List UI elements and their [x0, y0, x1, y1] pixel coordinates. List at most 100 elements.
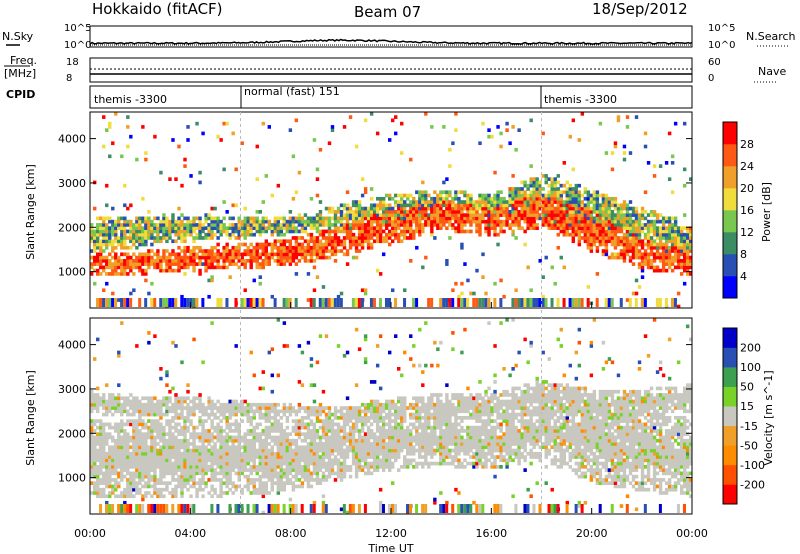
echo-cell — [261, 474, 265, 479]
echo-cell — [123, 435, 127, 440]
echo-cell — [138, 461, 142, 466]
echo-cell — [685, 255, 690, 260]
echo-cell — [631, 232, 636, 237]
echo-cell — [168, 268, 172, 273]
echo-cell — [655, 252, 660, 257]
echo-cell — [622, 259, 627, 263]
echo-cell — [502, 213, 506, 217]
echo-cell — [345, 190, 350, 195]
echo-cell — [186, 138, 190, 142]
echo-cell — [180, 412, 184, 417]
echo-cell — [400, 229, 404, 234]
echo-cell — [439, 200, 443, 204]
echo-cell — [324, 422, 329, 427]
echo-cell — [276, 442, 281, 446]
echo-cell — [261, 481, 265, 485]
echo-cell — [198, 219, 202, 224]
echo-cell — [216, 422, 220, 427]
echo-cell — [387, 138, 392, 142]
echo-cell — [117, 298, 121, 302]
echo-cell — [270, 422, 275, 427]
echo-cell — [658, 259, 663, 263]
echo-cell — [345, 232, 350, 237]
echo-cell — [258, 223, 262, 227]
echo-cell — [306, 458, 311, 463]
echo-cell — [409, 210, 413, 214]
echo-cell — [129, 422, 133, 427]
echo-cell — [141, 236, 145, 240]
echo-cell — [192, 216, 196, 221]
echo-cell — [237, 458, 241, 463]
echo-cell — [159, 455, 163, 459]
echo-cell — [141, 465, 145, 469]
echo-cell — [111, 402, 115, 407]
echo-cell — [300, 438, 305, 443]
echo-cell — [279, 255, 284, 260]
echo-cell — [147, 448, 151, 453]
echo-cell — [339, 471, 344, 476]
echo-cell — [297, 422, 302, 427]
echo-cell — [351, 226, 356, 230]
echo-cell — [643, 298, 647, 307]
echo-cell — [213, 255, 217, 260]
echo-cell — [150, 494, 154, 499]
echo-cell — [577, 206, 582, 211]
echo-cell — [631, 206, 636, 211]
echo-cell — [105, 281, 109, 286]
echo-cell — [96, 252, 100, 257]
echo-cell — [138, 402, 142, 407]
echo-cell — [111, 272, 115, 276]
echo-cell — [418, 203, 422, 208]
echo-cell — [228, 438, 232, 443]
echo-cell — [189, 432, 193, 436]
freq-tick-top: 18 — [66, 57, 79, 68]
echo-cell — [436, 203, 440, 208]
echo-cell — [436, 206, 440, 211]
echo-cell — [562, 200, 566, 204]
echo-cell — [249, 442, 253, 446]
echo-cell — [90, 448, 94, 453]
echo-cell — [520, 190, 524, 195]
echo-cell — [604, 206, 609, 211]
echo-cell — [135, 239, 139, 244]
echo-cell — [327, 474, 332, 479]
echo-cell — [261, 298, 265, 307]
echo-cell — [661, 249, 666, 253]
echo-cell — [592, 190, 597, 195]
echo-cell — [291, 455, 296, 459]
echo-cell — [342, 236, 347, 240]
echo-cell — [159, 461, 163, 466]
echo-cell — [580, 236, 585, 240]
echo-cell — [147, 331, 151, 335]
echo-cell — [225, 484, 229, 489]
echo-cell — [291, 236, 296, 240]
echo-cell — [511, 200, 515, 204]
echo-cell — [673, 229, 678, 234]
echo-cell — [460, 216, 464, 221]
echo-cell — [129, 245, 133, 250]
echo-cell — [225, 435, 229, 440]
echo-cell — [282, 435, 287, 440]
echo-cell — [333, 229, 338, 234]
echo-cell — [150, 298, 154, 307]
echo-cell — [177, 236, 181, 240]
echo-cell — [243, 465, 247, 469]
echo-cell — [303, 474, 308, 479]
echo-cell — [541, 196, 545, 201]
echo-cell — [264, 249, 268, 253]
echo-cell — [132, 226, 136, 230]
echo-cell — [279, 229, 284, 234]
echo-cell — [451, 210, 455, 214]
echo-cell — [126, 262, 130, 266]
echo-cell — [403, 229, 407, 234]
echo-cell — [180, 461, 184, 466]
echo-cell — [279, 442, 284, 446]
echo-cell — [667, 245, 672, 250]
echo-cell — [394, 236, 398, 240]
echo-cell — [183, 223, 187, 227]
echo-cell — [460, 213, 464, 217]
echo-cell — [643, 190, 648, 195]
echo-cell — [120, 226, 124, 230]
echo-cell — [165, 448, 169, 453]
echo-cell — [186, 445, 190, 450]
